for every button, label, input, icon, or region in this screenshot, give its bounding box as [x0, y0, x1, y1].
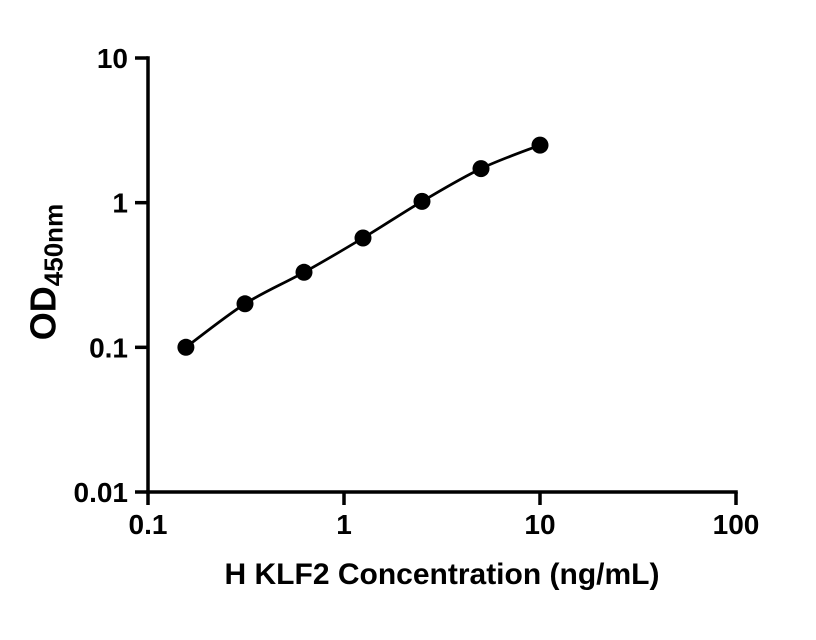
y-tick-label: 1	[112, 188, 128, 219]
x-axis-title: H KLF2 Concentration (ng/mL)	[224, 558, 660, 591]
x-tick-label: 10	[524, 509, 555, 540]
x-tick-label: 0.1	[129, 509, 168, 540]
y-axis-title-subscript: 450nm	[38, 203, 69, 287]
y-axis-title: OD450nm	[23, 204, 70, 340]
x-tick-label: 1	[336, 509, 352, 540]
data-point-marker	[354, 229, 372, 247]
data-point-marker	[472, 160, 490, 178]
data-point-marker	[531, 136, 549, 154]
data-point-marker	[236, 295, 254, 313]
y-axis-title-main: OD	[22, 286, 64, 341]
y-tick-label: 0.01	[74, 477, 129, 508]
y-tick-label: 0.1	[89, 332, 128, 363]
y-tick-label: 10	[97, 43, 128, 74]
x-tick-label: 100	[713, 509, 760, 540]
data-point-marker	[177, 338, 195, 356]
data-point-marker	[413, 192, 431, 210]
data-point-marker	[295, 263, 313, 281]
